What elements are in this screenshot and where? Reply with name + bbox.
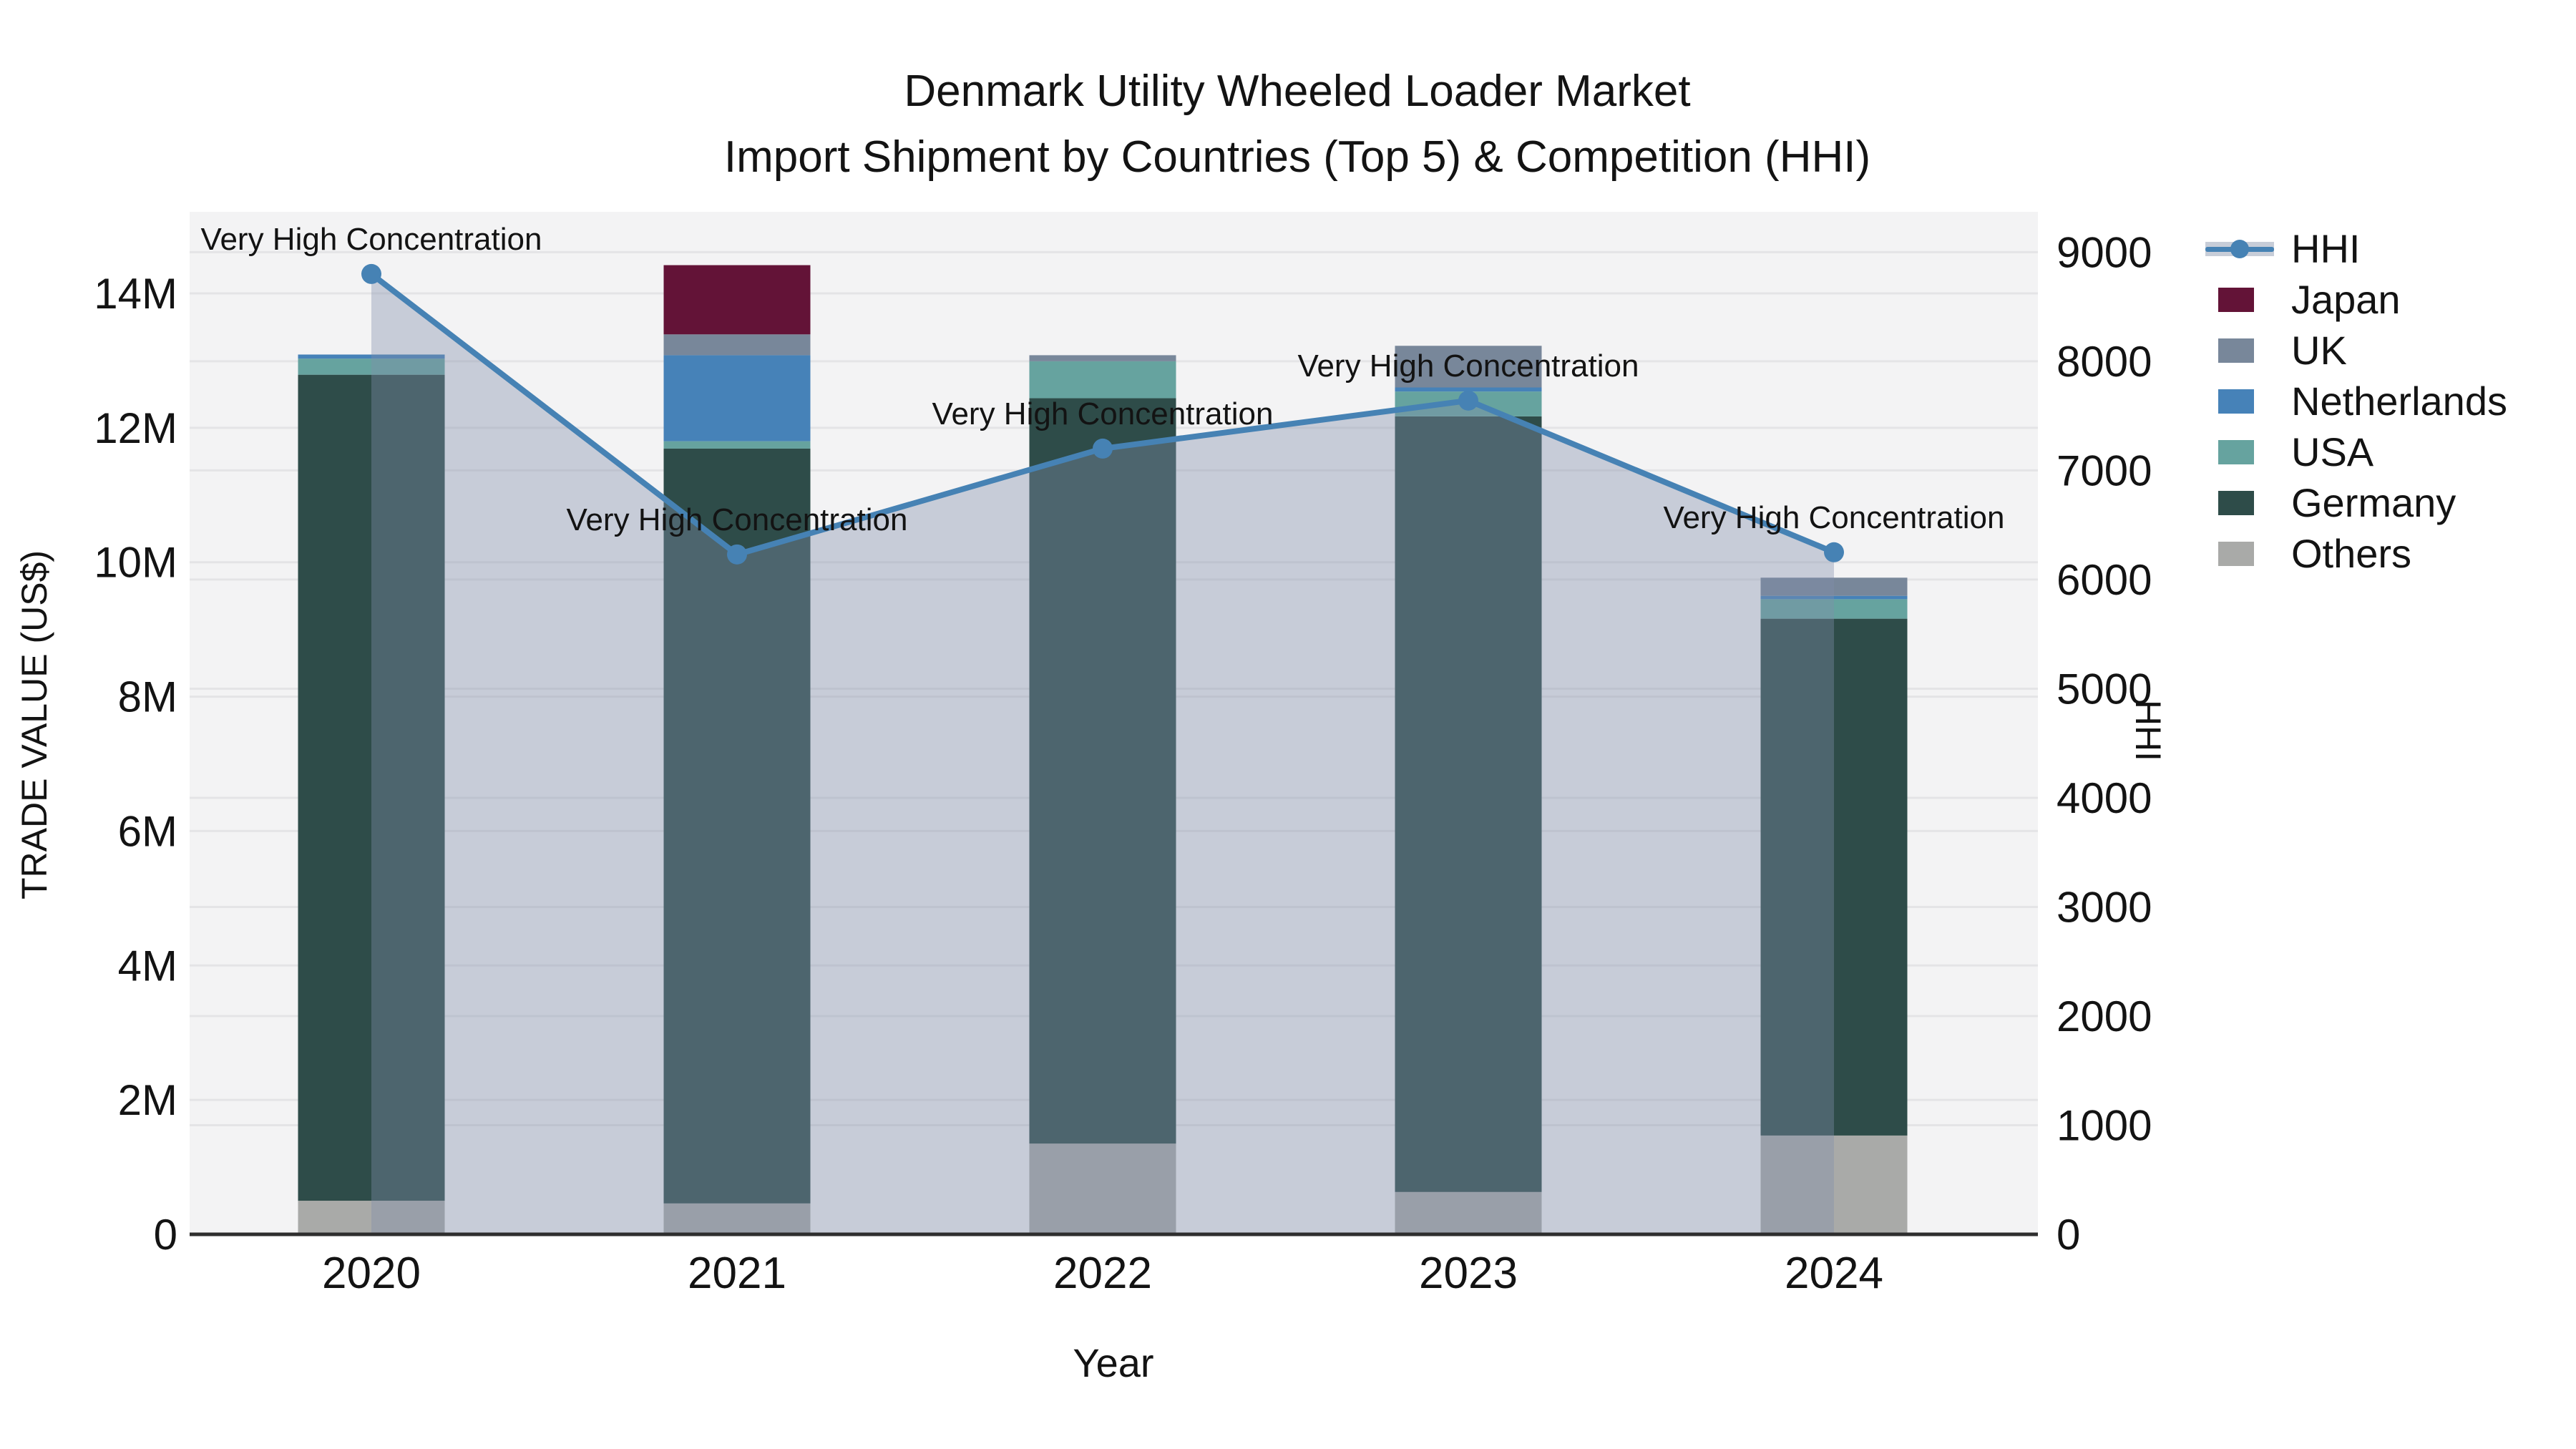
bar-segment-netherlands-2023: [1395, 387, 1542, 392]
y-right-tick-1000: 1000: [2057, 1101, 2152, 1149]
x-tick-2021: 2021: [688, 1249, 786, 1298]
x-tick-2023: 2023: [1419, 1249, 1518, 1298]
annotation-2023: Very High Concentration: [1298, 348, 1639, 384]
hhi-point-2022: [1093, 438, 1113, 459]
legend-item-germany: Germany: [2205, 477, 2570, 528]
chart-title: Denmark Utility Wheeled Loader Market Im…: [152, 59, 2442, 190]
y-left-tick-8M: 8M: [118, 673, 177, 721]
x-axis-label: Year: [1073, 1340, 1154, 1385]
annotation-2024: Very High Concentration: [1664, 500, 2005, 535]
bar-segment-usa-2024: [1760, 599, 1908, 619]
legend-item-usa: USA: [2205, 426, 2570, 477]
hhi-point-2021: [727, 544, 747, 565]
legend-label: Others: [2291, 531, 2412, 576]
y-left-tick-6M: 6M: [118, 807, 177, 855]
legend: HHI Japan UK Netherlands USA Germany Others: [2205, 223, 2570, 579]
y-left-tick-0: 0: [154, 1211, 177, 1259]
bar-segment-uk-2022: [1029, 355, 1176, 361]
y-right-tick-8000: 8000: [2057, 338, 2152, 386]
netherlands-swatch-icon: [2218, 389, 2254, 414]
bar-segment-uk-2021: [663, 334, 811, 356]
usa-swatch-icon: [2218, 439, 2254, 464]
bar-segment-usa-2021: [663, 441, 811, 449]
y-right-tick-7000: 7000: [2057, 447, 2152, 494]
bar-segment-netherlands-2021: [663, 355, 811, 441]
germany-swatch-icon: [2218, 490, 2254, 515]
legend-item-japan: Japan: [2205, 274, 2570, 325]
y-right-tick-5000: 5000: [2057, 665, 2152, 713]
y-axis-label-left: TRADE VALUE (US$): [14, 550, 54, 900]
bar-segment-uk-2023: [1395, 346, 1542, 388]
bar-segment-netherlands-2020: [298, 354, 445, 359]
y-right-tick-2000: 2000: [2057, 992, 2152, 1040]
x-tick-2022: 2022: [1053, 1249, 1152, 1298]
legend-label: Japan: [2291, 277, 2401, 322]
annotation-2021: Very High Concentration: [567, 502, 908, 537]
bar-segment-germany-2021: [663, 448, 811, 1204]
bar-segment-usa-2022: [1029, 361, 1176, 399]
bar-segment-netherlands-2024: [1760, 595, 1908, 600]
legend-item-netherlands: Netherlands: [2205, 376, 2570, 426]
japan-swatch-icon: [2218, 287, 2254, 312]
y-left-tick-4M: 4M: [118, 942, 177, 990]
bar-segment-others-2023: [1395, 1191, 1542, 1234]
legend-label: UK: [2291, 328, 2347, 373]
y-right-tick-3000: 3000: [2057, 883, 2152, 931]
bar-segment-japan-2021: [663, 265, 811, 335]
legend-label: USA: [2291, 429, 2374, 474]
chart-title-line2: Import Shipment by Countries (Top 5) & C…: [723, 132, 1871, 182]
chart-title-line1: Denmark Utility Wheeled Loader Market: [904, 67, 1691, 116]
y-left-tick-10M: 10M: [94, 539, 177, 587]
legend-label: Netherlands: [2291, 379, 2507, 424]
bar-segment-uk-2024: [1760, 577, 1908, 596]
legend-item-others: Others: [2205, 528, 2570, 579]
annotation-2020: Very High Concentration: [201, 222, 542, 257]
x-tick-2024: 2024: [1785, 1249, 1883, 1298]
uk-swatch-icon: [2218, 338, 2254, 363]
bar-segment-germany-2020: [298, 374, 445, 1201]
legend-item-hhi: HHI: [2205, 223, 2570, 274]
y-left-tick-12M: 12M: [94, 404, 177, 452]
bar-segment-germany-2024: [1760, 618, 1908, 1136]
annotation-2022: Very High Concentration: [932, 396, 1274, 431]
bar-segment-germany-2023: [1395, 416, 1542, 1192]
bar-segment-others-2020: [298, 1201, 445, 1234]
hhi-point-2020: [361, 263, 381, 284]
legend-item-uk: UK: [2205, 325, 2570, 376]
bar-segment-others-2024: [1760, 1135, 1908, 1234]
y-left-tick-2M: 2M: [118, 1076, 177, 1124]
hhi-point-2023: [1458, 390, 1478, 411]
y-left-tick-14M: 14M: [94, 270, 177, 318]
bar-segment-others-2022: [1029, 1143, 1176, 1234]
y-right-tick-6000: 6000: [2057, 556, 2152, 604]
legend-label: Germany: [2291, 480, 2457, 525]
y-right-tick-9000: 9000: [2057, 228, 2152, 276]
bar-segment-germany-2022: [1029, 398, 1176, 1144]
hhi-point-2024: [1824, 542, 1844, 562]
hhi-area-fill: [371, 273, 1834, 1234]
hhi-line-icon: [2205, 237, 2274, 261]
y-right-tick-0: 0: [2057, 1211, 2080, 1259]
x-tick-2020: 2020: [322, 1249, 421, 1298]
legend-label: HHI: [2291, 226, 2361, 271]
y-right-tick-4000: 4000: [2057, 774, 2152, 822]
bar-segment-usa-2020: [298, 358, 445, 375]
bar-segment-others-2021: [663, 1203, 811, 1234]
y-axis-label-right: HHI: [2128, 699, 2168, 762]
others-swatch-icon: [2218, 541, 2254, 566]
